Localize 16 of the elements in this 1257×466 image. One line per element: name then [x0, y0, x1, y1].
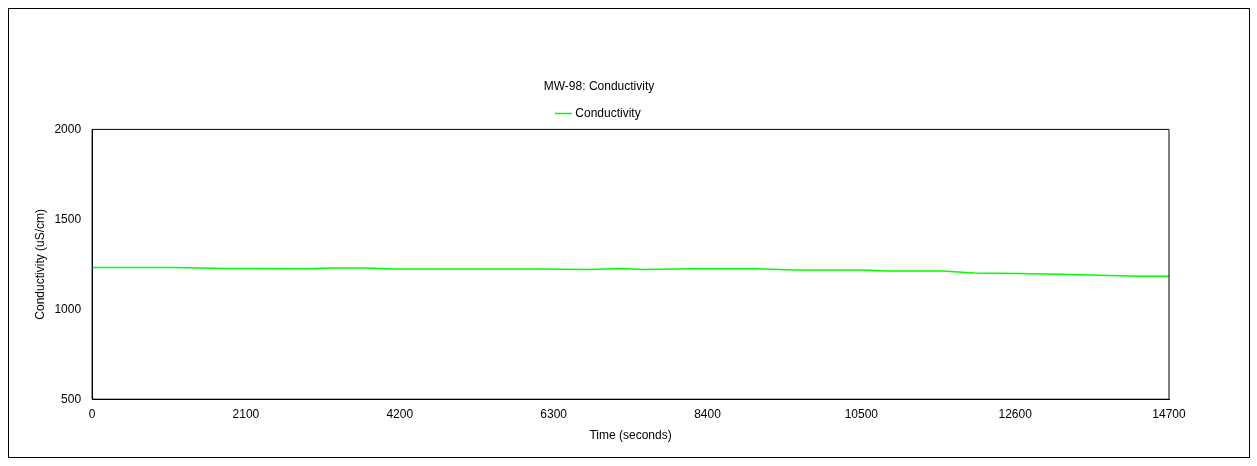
x-tick-label: 4200	[386, 406, 414, 421]
x-tick-label: 14700	[1152, 406, 1187, 421]
x-tick-label: 6300	[540, 406, 568, 421]
y-tick-label: 1000	[54, 301, 82, 316]
chart-title: MW-98: Conductivity	[543, 78, 655, 93]
y-tick-label: 500	[61, 391, 82, 406]
x-tick-label: 0	[88, 406, 96, 421]
x-axis-title: Time (seconds)	[589, 428, 672, 443]
x-tick-label: 2100	[232, 406, 260, 421]
y-tick-label: 2000	[54, 121, 82, 136]
legend-label: Conductivity	[575, 105, 641, 120]
x-tick-label: 10500	[844, 406, 879, 421]
x-tick-label: 8400	[694, 406, 722, 421]
y-tick-label: 1500	[54, 211, 82, 226]
y-axis-title: Conductivity (uS/cm)	[32, 208, 47, 320]
x-tick-label: 12600	[998, 406, 1033, 421]
